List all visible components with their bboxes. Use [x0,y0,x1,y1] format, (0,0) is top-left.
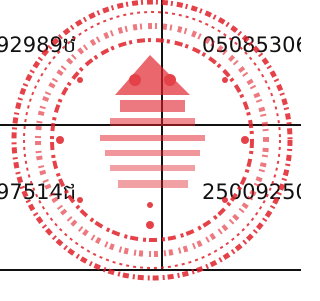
red-seal [0,0,301,301]
document-crop: 92989ឋ 05085306 97514ជ 25009250 [0,0,301,301]
